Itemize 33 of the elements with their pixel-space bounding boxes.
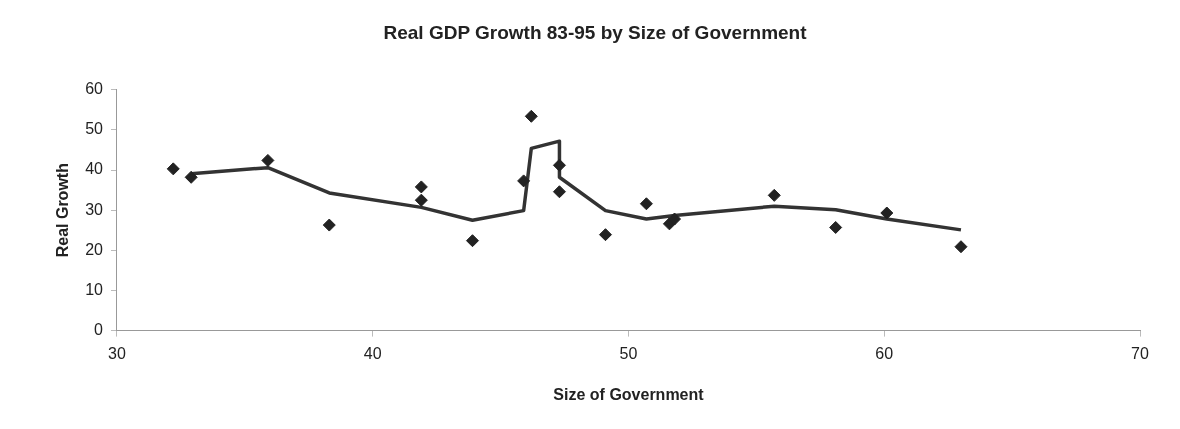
point [166,162,180,176]
x-axis-title: Size of Government [553,385,705,403]
y-tick-label: 40 [85,160,104,178]
point [465,234,479,248]
point [524,109,538,123]
x-tick-label: 40 [363,344,382,362]
y-tick-label: 0 [94,321,104,339]
point [598,228,612,242]
point [322,218,336,232]
point [517,174,531,188]
point [639,197,653,211]
y-tick-label: 60 [85,80,104,98]
y-axis-title: Real Growth [54,163,72,258]
point [954,240,968,254]
point [552,158,566,172]
chart-title: Real GDP Growth 83-95 by Size of Government [383,21,808,43]
point [184,170,198,184]
y-tick-label: 50 [85,120,104,138]
x-tick-label: 30 [108,344,126,362]
point [414,193,428,207]
point [552,185,566,199]
point [829,220,843,234]
point [414,180,428,194]
point [767,188,781,202]
x-tick-label: 70 [1131,344,1149,362]
point [880,206,894,220]
y-tick-label: 10 [85,280,104,298]
point [261,153,275,167]
y-tick-label: 20 [85,240,104,258]
point [668,212,682,226]
x-tick-label: 60 [875,344,894,362]
x-tick-label: 50 [619,344,638,362]
y-tick-label: 30 [85,200,104,218]
